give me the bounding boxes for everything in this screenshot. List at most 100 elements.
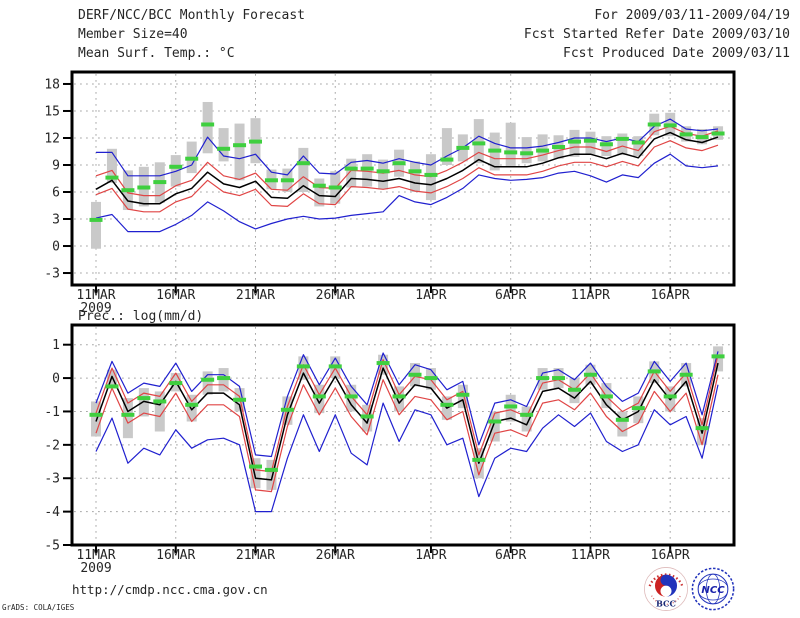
prec-ensemble-mean-dash: [296, 364, 310, 369]
temp-xtick-label: 26MAR: [316, 288, 355, 303]
temp-spread-bar: [633, 136, 644, 156]
temp-ensemble-mean-dash: [695, 135, 709, 140]
temp-ensemble-mean-dash: [631, 140, 645, 145]
temp-ensemble-mean-dash: [153, 180, 167, 185]
page-title: DERF/NCC/BCC Monthly Forecast: [78, 8, 305, 23]
temp-ytick-label: -3: [44, 267, 60, 282]
prec-spread-bar: [713, 346, 724, 372]
forecast-period-label: For 2009/03/11-2009/04/19: [594, 8, 790, 23]
prec-chart-title: Prec.: log(mm/d): [78, 309, 204, 324]
ncc-logo-label: NCC: [701, 585, 725, 596]
prec-spread-bar: [202, 371, 213, 395]
prec-ensemble-min-line: [95, 384, 719, 513]
prec-ensemble-mean-dash: [233, 397, 247, 402]
prec-spread-bar: [266, 459, 277, 490]
prec-frame: [70, 323, 736, 547]
prec-xtick-label: 6APR: [495, 548, 526, 563]
prec-ensemble-mean-dash: [583, 372, 597, 377]
temp-spread-bar: [617, 133, 628, 156]
prec-ytick-label: -2: [44, 438, 60, 453]
prec-ensemble-mean-dash: [711, 354, 725, 359]
temp-xtick-label: 11APR: [571, 288, 610, 303]
prec-ensemble-max-line: [95, 351, 719, 458]
prec-upper-quartile-line: [95, 354, 719, 473]
prec-ensemble-mean-dashes: [89, 354, 725, 472]
prec-ensemble-mean-dash: [137, 396, 151, 401]
temp-spread-bar: [234, 123, 245, 181]
temp-ensemble-mean-dashes: [89, 122, 725, 222]
temp-xaxis-year-label: 2009: [80, 301, 111, 316]
prec-ensemble-mean-dash: [121, 412, 135, 417]
prec-ytick-label: 1: [52, 338, 60, 353]
prec-spread-bar: [489, 411, 500, 442]
prec-ensemble-mean-dash: [488, 419, 502, 424]
temp-ensemble-mean-dash: [424, 172, 438, 177]
temp-ensemble-mean-dash: [137, 185, 151, 190]
temp-ensemble-mean-dash: [105, 175, 119, 180]
temp-ytick-label: 12: [44, 131, 60, 146]
prec-ensemble-mean-dash: [424, 376, 438, 381]
prec-ensemble-mean-dash: [663, 394, 677, 399]
temp-ensemble-mean-dash: [360, 166, 374, 171]
temp-spread-bar: [298, 147, 309, 193]
ncc-logo: NCC: [691, 567, 735, 611]
temp-spread-bar: [505, 122, 516, 166]
prec-ensemble-mean-dash: [264, 467, 278, 472]
temp-ensemble-mean-dash: [89, 217, 103, 222]
prec-ensemble-mean-dash: [408, 372, 422, 377]
prec-ensemble-mean-dash: [440, 402, 454, 407]
bcc-logo-text-arc-bottom: [651, 595, 681, 605]
prec-spread-bar: [186, 394, 197, 422]
prec-ytick-label: -5: [44, 539, 60, 554]
prec-xtick-label: 16MAR: [156, 548, 195, 563]
temp-ensemble-mean-dash: [568, 139, 581, 144]
prec-xtick-label: 11MAR: [76, 548, 115, 563]
temp-ytick-label: 6: [52, 186, 60, 201]
prec-ensemble-mean-dash: [472, 457, 486, 462]
temp-spread-bar: [441, 128, 452, 165]
source-url: http://cmdp.ncc.cma.gov.cn: [72, 582, 268, 597]
temp-frame: [70, 70, 736, 287]
temp-ensemble-mean-dash: [408, 169, 422, 174]
bcc-logo-text-arc-top: [648, 573, 684, 587]
temp-ensemble-mean-dash: [312, 183, 326, 188]
temp-ensemble-mean-dash: [615, 136, 629, 141]
prec-spread-bar: [154, 391, 165, 432]
prec-spread-bar: [106, 369, 117, 389]
prec-spread-bar: [521, 406, 532, 432]
ncc-logo-wreath: [691, 567, 735, 611]
prec-ensemble-mean-dash: [392, 394, 406, 399]
produced-date-label: Fcst Produced Date 2009/03/11: [563, 46, 790, 61]
prec-ensemble-mean-dash: [552, 376, 566, 381]
prec-ensemble-mean-dash: [376, 361, 390, 366]
temp-ensemble-mean-dash: [711, 131, 725, 136]
prec-xtick-label: 21MAR: [236, 548, 275, 563]
temp-ensemble-max-line: [96, 118, 719, 177]
header-left: DERF/NCC/BCC Monthly Forecast Member Siz…: [78, 6, 305, 63]
prec-ensemble-mean-dash: [599, 394, 613, 399]
bcc-logo: BCC: [644, 567, 688, 611]
prec-ensemble-mean-dash: [312, 394, 326, 399]
prec-spread-bar: [122, 398, 133, 439]
temp-ensemble-mean-dash: [296, 161, 310, 166]
temp-ensemble-mean-dash: [663, 123, 677, 128]
temp-spread-bar: [473, 119, 484, 164]
temp-spread-bar: [314, 178, 325, 207]
temp-spread-bar: [537, 134, 548, 162]
prec-ensemble-mean-dash: [89, 412, 103, 417]
prec-ensemble-mean-dash: [328, 364, 342, 369]
temp-ensemble-mean-dash: [217, 146, 231, 151]
temp-chart-title: Mean Surf. Temp.: °C: [78, 46, 235, 61]
prec-ensemble-mean-dash: [201, 377, 215, 382]
temp-ensemble-mean-dash: [185, 156, 199, 161]
temp-ensemble-mean-dash: [472, 141, 486, 146]
temp-ytick-label: 18: [44, 77, 60, 92]
prec-xaxis-year-label: 2009: [80, 561, 111, 576]
bcc-logo-label: BCC: [656, 598, 676, 608]
temp-ensemble-mean-dash: [264, 178, 278, 183]
temp-ensemble-min-line: [95, 153, 719, 233]
prec-xtick-label: 26MAR: [316, 548, 355, 563]
